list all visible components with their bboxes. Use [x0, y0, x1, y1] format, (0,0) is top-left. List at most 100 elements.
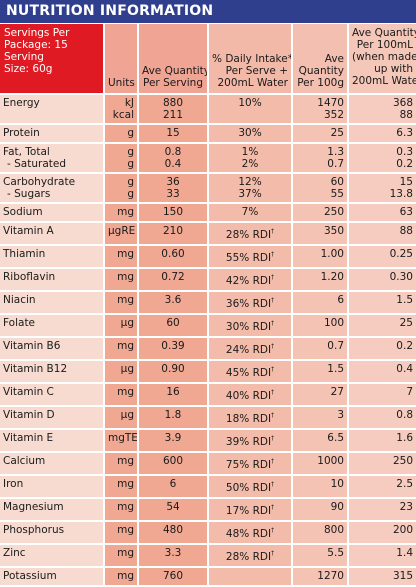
per-100ml-value: 15 [399, 176, 413, 188]
per-100g-value-cell: 3 [292, 406, 349, 430]
daily-intake-value-cell: 55% RDI† [208, 245, 293, 269]
rdi-dagger-marker: † [271, 366, 275, 373]
per-100ml-value: 13.8 [389, 188, 413, 200]
per-100ml-value-cell: 250 [348, 452, 416, 476]
per-100ml-value-cell: 7 [348, 383, 416, 407]
per-serving-value: 16 [166, 386, 180, 398]
rdi-dagger-marker: † [271, 389, 275, 396]
nutrient-name: Magnesium [3, 501, 64, 513]
per-100ml-value-cell: 2.5 [348, 475, 416, 499]
per-100ml-value: 0.8 [396, 409, 413, 421]
per-serving-header-line1: Ave Quantity [142, 65, 208, 77]
per-serving-value: 600 [162, 455, 184, 467]
per-serving-value-cell: 1.8 [138, 406, 209, 430]
nutrient-units-cell: μgRE [104, 222, 139, 246]
table-row: Phosphorus mg 480 48% RDI† 800 200 [0, 521, 416, 545]
per-100ml-value-cell: 63 [348, 203, 416, 223]
per-100g-value-cell: 5.5 [292, 544, 349, 568]
per-serving-value: 0.72 [161, 271, 185, 283]
per-100ml-value-cell: 0.2 [348, 337, 416, 361]
daily-intake-value: 2% [241, 158, 259, 170]
rdi-dagger-marker: † [271, 297, 275, 304]
rdi-dagger-marker: † [271, 481, 275, 488]
per-100g-header-line1: Ave [324, 53, 344, 65]
rdi-dagger-marker: † [271, 251, 275, 258]
nutrient-units: g [127, 188, 134, 200]
rdi-dagger-marker: † [271, 550, 275, 557]
per-100ml-value-cell: 25 [348, 314, 416, 338]
per-100g-value-cell: 100 [292, 314, 349, 338]
per-100ml-header-line3: (when made [352, 51, 416, 63]
per-100g-value-cell: 1470 352 [292, 94, 349, 125]
per-serving-value: 60 [166, 317, 180, 329]
nutrient-name: Vitamin C [3, 386, 54, 398]
nutrient-units-cell: μg [104, 360, 139, 384]
nutrient-name: Riboflavin [3, 271, 56, 283]
per-100g-value-cell: 1.20 [292, 268, 349, 292]
daily-intake-header-line3: 200mL Water [217, 77, 289, 89]
nutrient-name: Vitamin D [3, 409, 55, 421]
rdi-dagger-marker: † [271, 274, 275, 281]
daily-intake-value: 30% RDI [225, 321, 272, 333]
per-100g-value: 25 [330, 127, 344, 139]
serving-size-value: Size: 60g [4, 63, 53, 75]
per-100ml-value: 0.25 [389, 248, 413, 260]
per-100g-value: 1000 [317, 455, 344, 467]
nutrient-name-cell: Thiamin [0, 245, 105, 269]
table-row: Magnesium mg 54 17% RDI† 90 23 [0, 498, 416, 522]
nutrient-name-cell: Iron [0, 475, 105, 499]
daily-intake-value-cell: 39% RDI† [208, 429, 293, 453]
per-serving-value-cell: 36 33 [138, 173, 209, 204]
daily-intake-value: 24% RDI [225, 344, 272, 356]
per-serving-value-cell: 0.90 [138, 360, 209, 384]
servings-info-box: Servings Per Package: 15 Serving Size: 6… [0, 24, 105, 95]
rdi-dagger-marker: † [271, 527, 275, 534]
per-serving-value-cell: 150 [138, 203, 209, 223]
nutrient-units: μgRE [108, 225, 136, 237]
panel-title: NUTRITION INFORMATION [0, 0, 416, 24]
per-serving-value: 0.90 [161, 363, 185, 375]
servings-per-label: Servings Per [4, 27, 70, 39]
per-100ml-header-line5: 200mL Water) [352, 75, 416, 87]
table-row: Niacin mg 3.6 36% RDI† 6 1.5 [0, 291, 416, 315]
nutrient-name-cell: Vitamin C [0, 383, 105, 407]
per-serving-value-cell: 15 [138, 124, 209, 144]
per-100g-value: 1.3 [327, 146, 344, 158]
daily-intake-value-cell: 10% [208, 94, 293, 125]
servings-package-value: Package: 15 [4, 39, 68, 51]
nutrient-units: mg [117, 501, 134, 513]
nutrient-units-cell: mgTE [104, 429, 139, 453]
daily-intake-value: 75% RDI [225, 459, 272, 471]
nutrient-name-cell: Vitamin B12 [0, 360, 105, 384]
daily-intake-value: 30% [238, 127, 262, 139]
per-serving-value-cell: 60 [138, 314, 209, 338]
per-serving-value: 211 [162, 109, 184, 121]
nutrient-name-cell: Vitamin D [0, 406, 105, 430]
per-100g-value-cell: 6.5 [292, 429, 349, 453]
per-100g-value: 1.00 [320, 248, 344, 260]
units-header: Units [104, 24, 139, 95]
nutrient-units: mg [117, 524, 134, 536]
per-serving-value: 3.9 [164, 432, 182, 444]
per-serving-value-cell: 54 [138, 498, 209, 522]
per-serving-header-line2: Per Serving [143, 77, 203, 89]
per-100ml-value-cell: 88 [348, 222, 416, 246]
per-serving-value-cell: 3.3 [138, 544, 209, 568]
per-100ml-value: 25 [399, 317, 413, 329]
daily-intake-value: 18% RDI [225, 413, 272, 425]
per-100g-value-cell: 1000 [292, 452, 349, 476]
table-row: Vitamin E mgTE 3.9 39% RDI† 6.5 1.6 [0, 429, 416, 453]
daily-intake-value-cell: 28% RDI† [208, 222, 293, 246]
per-100g-value: 100 [323, 317, 344, 329]
daily-intake-value-cell: 30% [208, 124, 293, 144]
per-100ml-value: 0.3 [396, 146, 413, 158]
nutrition-table: Servings Per Package: 15 Serving Size: 6… [0, 24, 416, 587]
nutrient-name-cell: Riboflavin [0, 268, 105, 292]
nutrient-units-cell: mg [104, 498, 139, 522]
table-header-row: Servings Per Package: 15 Serving Size: 6… [0, 24, 416, 95]
per-100g-value: 800 [323, 524, 344, 536]
daily-intake-value-cell: 17% RDI† [208, 498, 293, 522]
rdi-dagger-marker: † [271, 343, 275, 350]
daily-intake-value-cell: 12% 37% [208, 173, 293, 204]
table-row: Vitamin B12 μg 0.90 45% RDI† 1.5 0.4 [0, 360, 416, 384]
